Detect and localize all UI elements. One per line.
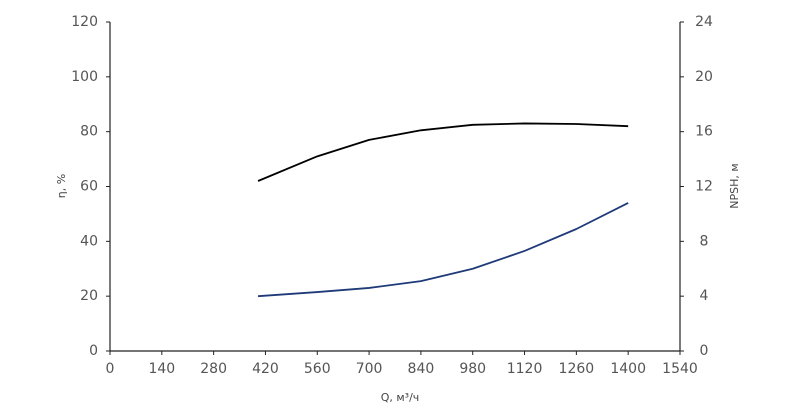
y2-tick-label: 24 <box>695 14 713 30</box>
x-tick-label: 1260 <box>559 361 595 377</box>
y2-tick-label: 20 <box>695 69 713 85</box>
y2-tick-label: 8 <box>700 233 709 249</box>
y-tick-label: 100 <box>71 69 98 85</box>
x-tick-label: 1400 <box>610 361 646 377</box>
y2-tick-label: 16 <box>695 124 713 140</box>
x-tick-label: 980 <box>459 361 486 377</box>
x-tick-label: 1120 <box>507 361 543 377</box>
y-tick-label: 80 <box>80 124 98 140</box>
x-tick-label: 700 <box>356 361 383 377</box>
x-tick-label: 280 <box>200 361 227 377</box>
x-tick-label: 560 <box>304 361 331 377</box>
x-tick-label: 0 <box>106 361 115 377</box>
y2-tick-label: 4 <box>700 288 709 304</box>
y-tick-label: 60 <box>80 179 98 195</box>
series-line <box>257 202 629 298</box>
series-line <box>257 122 629 182</box>
x-tick-label: 140 <box>148 361 175 377</box>
y-tick-label: 0 <box>89 343 98 359</box>
y2-axis-label: NPSH, м <box>728 163 741 208</box>
y2-tick-label: 12 <box>695 179 713 195</box>
y-tick-label: 20 <box>80 288 98 304</box>
x-tick-label: 840 <box>408 361 435 377</box>
y2-tick-label: 0 <box>700 343 709 359</box>
x-tick-label: 1540 <box>662 361 698 377</box>
y-tick-label: 120 <box>71 14 98 30</box>
x-axis-label: Q, м³/ч <box>381 391 420 404</box>
y-tick-label: 40 <box>80 233 98 249</box>
y-axis-label: η, % <box>55 174 68 198</box>
x-tick-label: 420 <box>252 361 279 377</box>
